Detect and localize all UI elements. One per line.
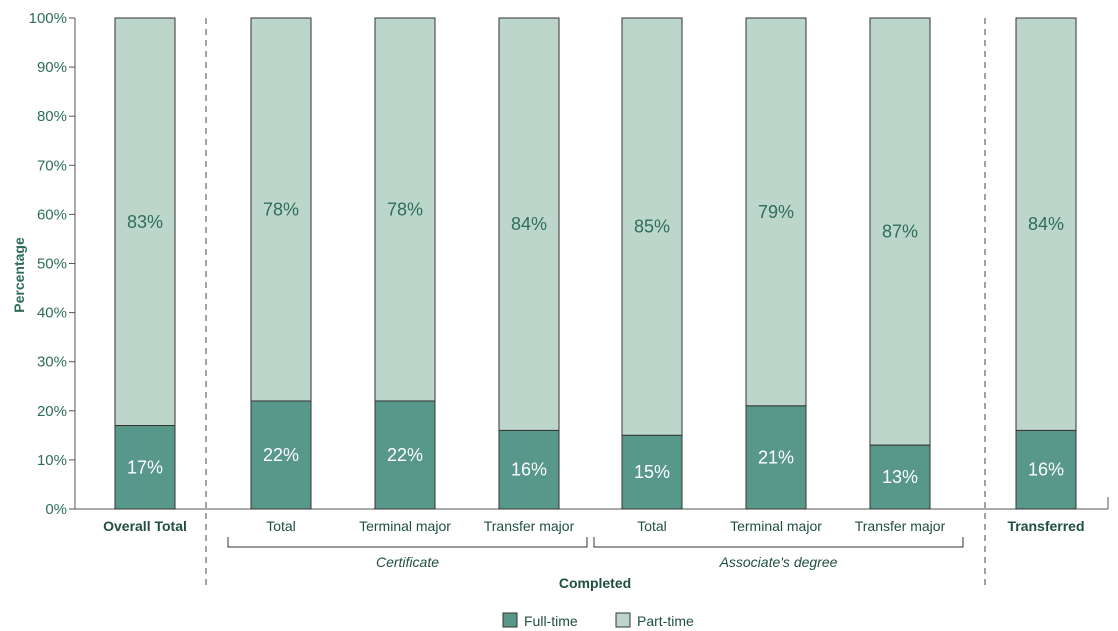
y-tick-label: 50% xyxy=(37,256,67,273)
data-label-full-time: 15% xyxy=(634,462,670,482)
data-label-part-time: 78% xyxy=(263,199,299,219)
data-label-full-time: 22% xyxy=(263,445,299,465)
y-tick-label: 0% xyxy=(45,501,67,518)
bar-segment-full-time xyxy=(745,405,807,510)
y-tick-label: 80% xyxy=(37,108,67,125)
x-category-label: Total xyxy=(637,518,667,534)
legend-swatch xyxy=(502,612,518,628)
legend-swatch xyxy=(615,612,631,628)
group-bracket xyxy=(593,537,964,548)
data-label-part-time: 85% xyxy=(634,217,670,237)
data-label-part-time: 87% xyxy=(882,222,918,242)
data-label-full-time: 17% xyxy=(127,457,163,477)
data-label-full-time: 13% xyxy=(882,467,918,487)
y-tick-label: 40% xyxy=(37,305,67,322)
bar-segment-full-time xyxy=(374,400,436,510)
y-axis-title: Percentage xyxy=(11,237,27,313)
bar-segment-full-time xyxy=(869,444,931,510)
y-tick-label: 100% xyxy=(29,10,67,27)
x-category-label: Total xyxy=(266,518,296,534)
data-label-full-time: 21% xyxy=(758,447,794,467)
data-label-full-time: 22% xyxy=(387,445,423,465)
data-label-part-time: 84% xyxy=(511,214,547,234)
bar-segment-part-time xyxy=(250,17,312,402)
data-label-full-time: 16% xyxy=(511,460,547,480)
x-category-label: Terminal major xyxy=(359,518,451,534)
x-category-label: Terminal major xyxy=(730,518,822,534)
x-category-label: Transfer major xyxy=(484,518,575,534)
group-bracket xyxy=(227,537,588,548)
y-tick-label: 10% xyxy=(37,452,67,469)
data-label-part-time: 79% xyxy=(758,202,794,222)
bar-segment-part-time xyxy=(621,17,683,436)
bar-segment-full-time xyxy=(498,429,560,510)
bar-segment-part-time xyxy=(374,17,436,402)
data-label-part-time: 83% xyxy=(127,212,163,232)
data-label-full-time: 16% xyxy=(1028,460,1064,480)
x-category-label: Transferred xyxy=(1007,518,1084,534)
bar-segment-part-time xyxy=(745,17,807,407)
bar-segment-part-time xyxy=(498,17,560,431)
data-label-part-time: 78% xyxy=(387,199,423,219)
y-tick-label: 20% xyxy=(37,403,67,420)
legend-label: Full-time xyxy=(524,613,578,629)
legend-label: Part-time xyxy=(637,613,694,629)
supergroup-label: Completed xyxy=(559,575,631,591)
bar-segment-full-time xyxy=(250,400,312,510)
bar-segment-full-time xyxy=(1015,429,1077,510)
bar-segment-full-time xyxy=(621,434,683,510)
data-label-part-time: 84% xyxy=(1028,214,1064,234)
bar-segment-part-time xyxy=(114,17,176,427)
y-tick-label: 90% xyxy=(37,59,67,76)
group-label: Certificate xyxy=(376,554,439,570)
group-label: Associate's degree xyxy=(719,554,838,570)
bar-segment-full-time xyxy=(114,425,176,510)
y-tick-label: 30% xyxy=(37,354,67,371)
y-tick-label: 70% xyxy=(37,157,67,174)
x-category-label: Overall Total xyxy=(103,518,187,534)
x-category-label: Transfer major xyxy=(855,518,946,534)
y-tick-label: 60% xyxy=(37,206,67,223)
bar-segment-part-time xyxy=(1015,17,1077,431)
